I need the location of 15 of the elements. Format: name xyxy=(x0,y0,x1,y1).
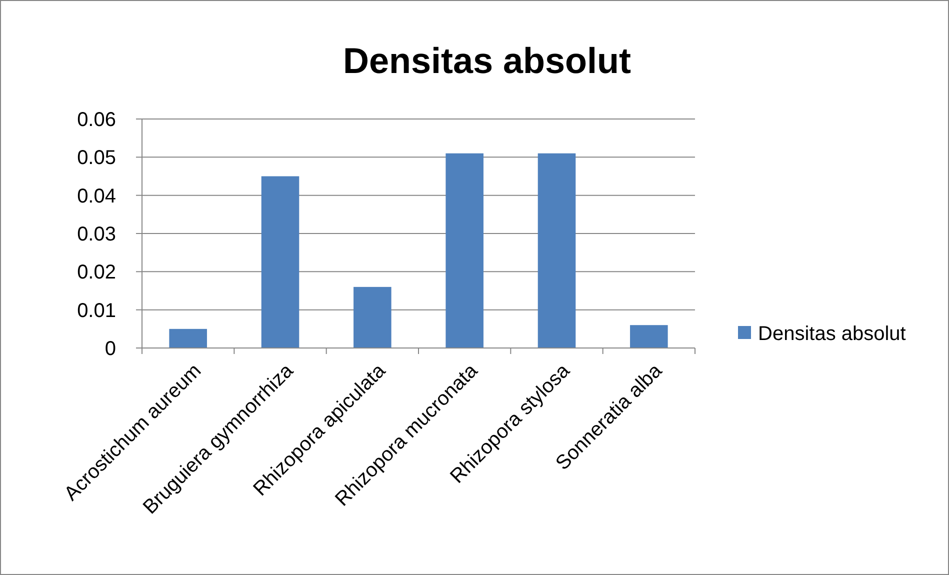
bar xyxy=(446,153,484,348)
y-tick-label: 0.04 xyxy=(77,185,116,208)
chart-title: Densitas absolut xyxy=(342,40,632,81)
y-tick-label: 0.01 xyxy=(77,300,116,322)
y-tick-label: 0.03 xyxy=(77,224,116,246)
bar xyxy=(630,325,668,348)
y-tick-label: 0.02 xyxy=(77,262,116,284)
y-tick-label: 0.06 xyxy=(77,109,116,131)
bar xyxy=(169,328,207,348)
bar xyxy=(261,176,300,348)
legend-label: Densitas absolut xyxy=(758,323,906,345)
bar xyxy=(538,153,576,348)
y-tick-label: 0 xyxy=(104,338,116,360)
y-tick-label: 0.05 xyxy=(77,147,116,170)
bar xyxy=(354,286,392,348)
